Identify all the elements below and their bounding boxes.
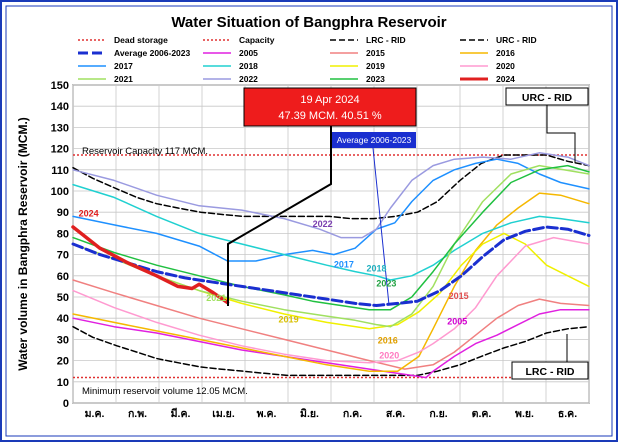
x-tick-label: มิ.ย.	[300, 408, 319, 420]
urc-leader	[546, 104, 576, 163]
minimum-volume-annotation: Minimum reservoir volume 12.05 MCM.	[82, 386, 248, 397]
legend-label: 2016	[496, 48, 515, 58]
legend-label: 2020	[496, 61, 515, 71]
current-value-callout: 19 Apr 2024 47.39 MCM. 40.51 %	[227, 87, 417, 306]
y-tick-label: 120	[51, 144, 69, 156]
y-tick-label: 140	[51, 101, 69, 113]
series-inline-label: 2019	[279, 314, 299, 324]
y-tick-label: 40	[57, 313, 69, 325]
lrc-box-text: LRC - RID	[526, 366, 575, 378]
legend-label: 2019	[366, 61, 385, 71]
series-line	[72, 183, 590, 281]
legend-label: 2015	[366, 48, 385, 58]
legend-label: 2018	[239, 61, 258, 71]
x-tick-label: ก.ค.	[343, 408, 362, 420]
y-tick-label: 80	[57, 228, 69, 240]
y-tick-label: 70	[57, 250, 69, 262]
urc-box-text: URC - RID	[522, 92, 573, 104]
x-tick-label: เม.ย.	[212, 408, 235, 420]
callout-date: 19 Apr 2024	[300, 94, 359, 106]
series-inline-labels: 2024 2022 2021 2017 2018 2023 2019 2016 2020 2015…	[79, 208, 469, 360]
chart-frame-inner	[5, 5, 613, 437]
series-inline-label: 2005	[447, 317, 467, 327]
callout-leader	[227, 125, 332, 306]
series-inline-label: 2016	[378, 336, 398, 346]
x-tick-label: มี.ค.	[171, 407, 191, 420]
y-tick-label: 110	[51, 165, 69, 177]
series-inline-label: 2020	[379, 350, 399, 360]
series-line	[72, 164, 590, 328]
urc-box	[505, 87, 589, 106]
series-line	[71, 225, 591, 307]
legend-label: 2021	[114, 74, 133, 84]
series-line	[71, 225, 230, 305]
series-line	[72, 192, 590, 372]
x-tick-label: ส.ค.	[386, 408, 405, 420]
series-line	[72, 325, 590, 377]
y-tick-label: 10	[57, 377, 69, 389]
y-tick-label: 20	[57, 356, 69, 368]
callout-value: 47.39 MCM. 40.51 %	[278, 110, 382, 122]
average-leader	[372, 147, 390, 306]
series-line	[72, 308, 590, 379]
series-line	[72, 236, 590, 364]
y-tick-label: 60	[57, 271, 69, 283]
legend-label: 2024	[496, 74, 515, 84]
x-axis-ticks: ม.ค. ก.พ. มี.ค. เม.ย. พ.ค. มิ.ย. ก.ค. ส.ค. ก.ย. ต…	[85, 407, 578, 420]
x-tick-label: พ.ค.	[257, 408, 277, 420]
series-line	[72, 154, 590, 220]
series-inline-label: 2015	[449, 291, 469, 301]
y-tick-label: 90	[57, 207, 69, 219]
x-tick-label: ธ.ค.	[558, 408, 577, 420]
legend-label: 2023	[366, 74, 385, 84]
series-inline-label: 2022	[313, 219, 333, 229]
y-tick-label: 150	[51, 80, 69, 92]
series-inline-label: 2024	[79, 208, 99, 218]
y-tick-label: 0	[63, 398, 69, 410]
x-tick-label: ม.ค.	[85, 408, 105, 420]
y-tick-label: 130	[51, 122, 69, 134]
urc-label: URC - RID	[505, 87, 589, 163]
series-inline-label: 2021	[206, 293, 226, 303]
lrc-label: LRC - RID	[511, 334, 589, 380]
series-inline-label: 2018	[366, 264, 386, 274]
legend-label: LRC - RID	[366, 35, 406, 45]
series-inline-label: 2023	[376, 278, 396, 288]
series-inline-label: 2017	[334, 259, 354, 269]
lrc-box	[511, 361, 589, 380]
average-box-text: Average 2006-2023	[337, 135, 412, 145]
y-axis-label: Water volume in Bangphra Reservoir (MCM.…	[16, 117, 30, 371]
series-line	[72, 164, 590, 311]
series-line	[72, 279, 590, 370]
x-tick-label: พ.ย.	[515, 408, 534, 420]
chart-title: Water Situation of Bangphra Reservoir	[171, 14, 446, 31]
y-tick-label: 30	[57, 334, 69, 346]
legend-label: Capacity	[239, 35, 275, 45]
average-label: Average 2006-2023	[332, 132, 416, 306]
chart-legend: Dead storage Capacity LRC - RID URC - RID Av…	[78, 35, 537, 84]
legend-label: Dead storage	[114, 35, 168, 45]
x-tick-label: ต.ค.	[472, 408, 492, 420]
legend-label: 2017	[114, 61, 133, 71]
capacity-annotation: Reservoir Capacity 117 MCM.	[82, 146, 208, 157]
y-tick-label: 100	[51, 186, 69, 198]
y-axis-ticks: 0 10 20 30 40 50 60 70 80 90 100 110 120 130 140 150	[51, 80, 69, 410]
x-tick-label: ก.ย.	[429, 408, 447, 420]
legend-label: 2005	[239, 48, 258, 58]
y-tick-label: 50	[57, 292, 69, 304]
series-line	[72, 152, 590, 239]
callout-box	[243, 87, 417, 127]
series-lines	[71, 152, 591, 379]
legend-label: 2022	[239, 74, 258, 84]
legend-label: Average 2006-2023	[114, 48, 191, 58]
legend-label: URC - RID	[496, 35, 537, 45]
x-tick-label: ก.พ.	[128, 408, 147, 420]
average-box	[332, 132, 416, 148]
